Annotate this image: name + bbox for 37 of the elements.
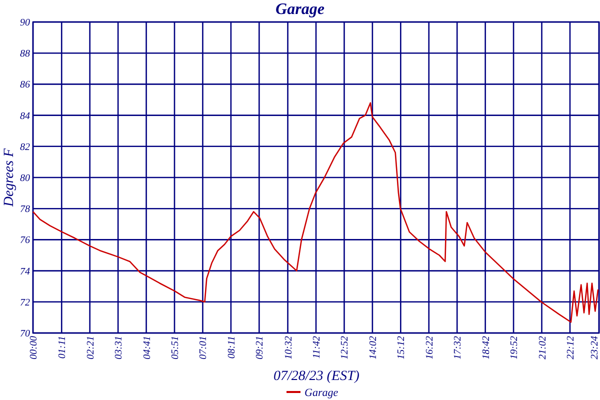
x-tick-label: 16:22 bbox=[424, 336, 436, 360]
x-tick-label: 00:00 bbox=[28, 336, 40, 360]
y-tick-label: 72 bbox=[20, 297, 30, 308]
x-tick-label: 03:31 bbox=[114, 336, 125, 360]
x-tick-label: 05:51 bbox=[170, 336, 181, 360]
x-tick-label: 09:21 bbox=[254, 336, 266, 360]
x-tick-label: 08:11 bbox=[226, 336, 238, 359]
y-tick-label: 74 bbox=[20, 266, 30, 278]
x-tick-label: 15:12 bbox=[396, 336, 408, 360]
y-tick-label: 82 bbox=[20, 142, 30, 153]
line-series bbox=[32, 102, 599, 323]
x-tick-label: 12:52 bbox=[340, 336, 351, 360]
chart-title: Garage bbox=[276, 1, 324, 18]
x-tick-label: 01:11 bbox=[57, 336, 68, 359]
y-tick-label: 88 bbox=[20, 48, 30, 60]
x-tick-label: 23:24 bbox=[590, 336, 600, 360]
x-tick-label: 04:41 bbox=[142, 336, 153, 360]
y-tick-label: 80 bbox=[20, 173, 30, 184]
legend-label: Garage bbox=[304, 386, 338, 399]
y-tick-label: 70 bbox=[20, 328, 30, 340]
y-tick-label: 78 bbox=[20, 204, 30, 216]
x-tick-label: 14:02 bbox=[368, 336, 379, 360]
x-axis-title: 07/28/23 (EST) bbox=[274, 369, 360, 384]
x-tick-label: 22:12 bbox=[565, 336, 576, 360]
y-axis-title: Degrees F bbox=[2, 148, 17, 208]
x-tick-label: 11:42 bbox=[312, 336, 322, 359]
x-tick-label: 19:52 bbox=[509, 336, 520, 360]
x-tick-label: 21:02 bbox=[537, 336, 548, 360]
x-tick-label: 02:21 bbox=[85, 336, 96, 360]
y-tick-label: 76 bbox=[20, 235, 30, 246]
y-tick-label: 84 bbox=[20, 110, 30, 122]
x-tick-label: 10:32 bbox=[283, 336, 294, 360]
x-tick-label: 07:01 bbox=[198, 336, 210, 360]
x-tick-label: 18:42 bbox=[480, 336, 492, 360]
y-tick-label: 86 bbox=[20, 80, 30, 91]
y-tick-label: 90 bbox=[20, 18, 30, 28]
x-tick-label: 17:32 bbox=[452, 336, 464, 360]
